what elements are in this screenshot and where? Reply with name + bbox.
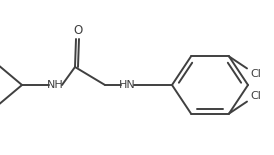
Text: O: O	[73, 24, 82, 36]
Text: NH: NH	[47, 80, 63, 90]
Text: Cl: Cl	[250, 91, 261, 101]
Text: HN: HN	[119, 80, 135, 90]
Text: Cl: Cl	[250, 69, 261, 79]
